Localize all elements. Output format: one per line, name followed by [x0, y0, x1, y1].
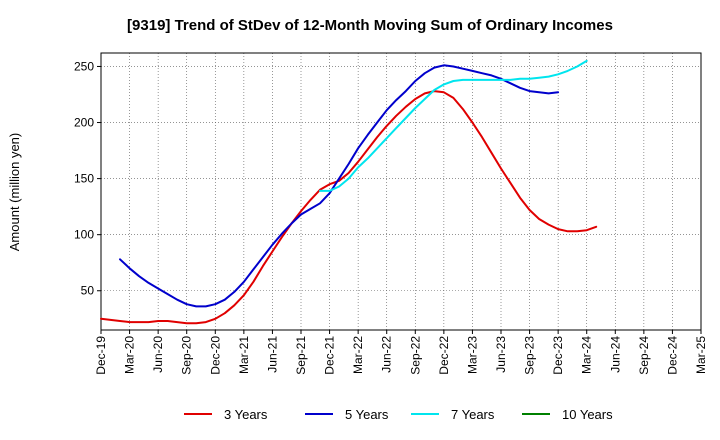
x-tick-label: Dec-21 [323, 336, 337, 375]
x-tick-label: Jun-24 [608, 336, 622, 373]
plot-area [100, 52, 702, 331]
y-axis-ticks: 50 100 150 200 250 [74, 59, 101, 298]
series-lines [100, 59, 598, 325]
legend-label: 10 Years [562, 407, 613, 422]
x-tick-label: Mar-20 [123, 336, 137, 374]
x-axis-ticks: Dec-19 Mar-20 Jun-20 Sep-20 Dec-20 Mar-21 Jun-… [94, 330, 708, 375]
series-line-5-years [119, 64, 560, 308]
legend-label: 3 Years [224, 407, 268, 422]
x-tick-label: Dec-22 [437, 336, 451, 375]
chart-title: [9319] Trend of StDev of 12-Month Moving… [127, 17, 613, 34]
y-tick-label: 50 [81, 284, 95, 298]
x-tick-label: Sep-24 [637, 336, 651, 375]
legend-label: 5 Years [345, 407, 389, 422]
legend-label: 7 Years [451, 407, 495, 422]
x-tick-label: Jun-20 [151, 336, 165, 373]
x-tick-label: Mar-22 [351, 336, 365, 374]
series-line-3-years [100, 90, 598, 325]
y-tick-label: 200 [74, 116, 94, 130]
x-tick-label: Sep-21 [294, 336, 308, 375]
x-tick-label: Sep-23 [523, 336, 537, 375]
y-tick-label: 100 [74, 228, 94, 242]
x-tick-label: Dec-24 [665, 336, 679, 375]
x-tick-label: Jun-21 [265, 336, 279, 373]
x-tick-label: Mar-24 [580, 336, 594, 374]
x-tick-label: Jun-22 [380, 336, 394, 373]
x-tick-label: Jun-23 [494, 336, 508, 373]
x-tick-label: Sep-20 [180, 336, 194, 375]
y-tick-label: 250 [74, 59, 94, 73]
y-axis-label: Amount (million yen) [7, 133, 22, 252]
legend: 3 Years 5 Years 7 Years 10 Years [184, 407, 613, 422]
x-tick-label: Mar-25 [694, 336, 708, 374]
x-tick-label: Sep-22 [408, 336, 422, 375]
series-line-7-years [319, 59, 588, 192]
x-tick-label: Mar-21 [237, 336, 251, 374]
x-tick-label: Dec-23 [551, 336, 565, 375]
x-tick-label: Dec-20 [208, 336, 222, 375]
y-tick-label: 150 [74, 172, 94, 186]
x-tick-label: Dec-19 [94, 336, 108, 375]
x-tick-label: Mar-23 [465, 336, 479, 374]
